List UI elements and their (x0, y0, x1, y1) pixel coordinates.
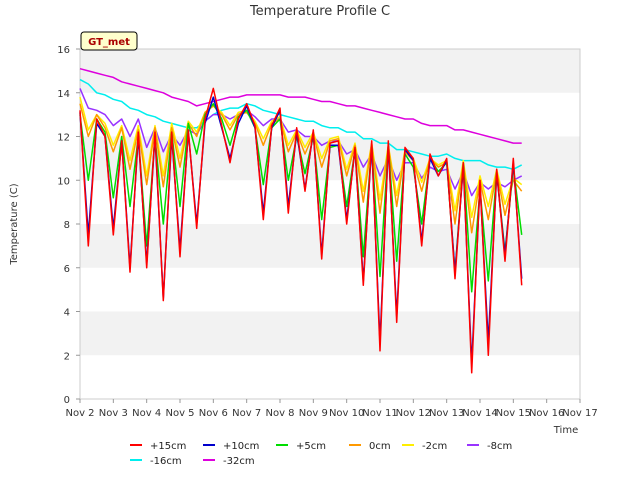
x-tick-label: Nov 4 (132, 408, 161, 419)
x-axis-label: Time (553, 425, 578, 436)
x-tick-label: Nov 17 (562, 408, 597, 419)
x-tick-label: Nov 6 (199, 408, 228, 419)
y-tick-label: 14 (57, 89, 70, 100)
y-tick-label: 6 (64, 264, 70, 275)
grid-band (80, 311, 580, 356)
legend-label: -16cm (150, 456, 182, 467)
series-line-15cm (79, 87, 523, 374)
grid-bands (80, 49, 580, 399)
x-tick-label: Nov 8 (265, 408, 294, 419)
legend: +15cm +10cm +5cm 0cm -2cm -8cm -16cm -32cm (130, 441, 512, 467)
x-tick-label: Nov 10 (329, 408, 364, 419)
x-tick-label: Nov 12 (396, 408, 431, 419)
grid-band (80, 92, 580, 137)
y-tick-label: 10 (57, 176, 70, 187)
y-axis-ticks: 0 2 4 6 8 10 12 14 16 (57, 45, 80, 406)
y-tick-label: 4 (64, 308, 70, 319)
grid-band (80, 224, 580, 268)
grid-band (80, 267, 580, 312)
series-line-32cm (79, 67, 522, 144)
x-tick-label: Nov 2 (65, 408, 94, 419)
legend-label: -2cm (422, 441, 447, 452)
x-tick-label: Nov 14 (462, 408, 497, 419)
legend-label: +15cm (150, 441, 186, 452)
y-tick-label: 12 (57, 133, 70, 144)
legend-label: -32cm (223, 456, 255, 467)
y-tick-label: 8 (64, 220, 70, 231)
x-tick-label: Nov 15 (496, 408, 531, 419)
legend-label: +5cm (296, 441, 326, 452)
y-tick-label: 0 (64, 395, 70, 406)
series-line-16cm (79, 78, 523, 171)
y-tick-label: 2 (64, 351, 70, 362)
x-axis-ticks: Nov 2 Nov 3 Nov 4 Nov 5 Nov 6 Nov 7 Nov 8 Nov 9… (65, 399, 598, 419)
x-tick-label: Nov 16 (529, 408, 564, 419)
badge-box (80, 31, 138, 51)
chart-title: Temperature Profile C (249, 4, 390, 19)
series-lines (79, 67, 523, 374)
x-tick-label: Nov 3 (99, 408, 128, 419)
x-tick-label: Nov 5 (165, 408, 194, 419)
y-tick-label: 16 (57, 45, 70, 56)
x-tick-label: Nov 11 (362, 408, 397, 419)
legend-label: -8cm (487, 441, 512, 452)
grid-band (80, 355, 580, 399)
x-tick-label: Nov 13 (429, 408, 464, 419)
badge-label: GT_met (88, 37, 130, 48)
legend-label: 0cm (369, 441, 391, 452)
legend-label: +10cm (223, 441, 259, 452)
gt-met-badge: GT_met (80, 31, 138, 51)
x-tick-label: Nov 9 (299, 408, 328, 419)
x-tick-label: Nov 7 (232, 408, 261, 419)
grid-band (80, 49, 580, 93)
y-axis-label: Temperature (C) (9, 183, 20, 265)
